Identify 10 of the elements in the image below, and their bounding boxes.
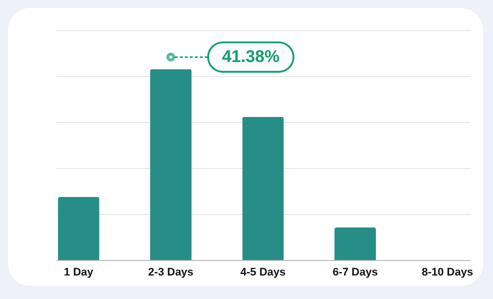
text: 41.38% bbox=[222, 47, 280, 66]
x-tick-label: 8-10 Days bbox=[422, 266, 474, 278]
bar bbox=[150, 69, 192, 260]
x-tick-label: 6-7 Days bbox=[332, 266, 378, 278]
x-tick-label: 2-3 Days bbox=[148, 266, 194, 278]
x-tick-label: 1 Day bbox=[64, 266, 94, 278]
bar bbox=[334, 228, 376, 260]
bar bbox=[58, 197, 100, 260]
bar bbox=[242, 116, 284, 260]
x-tick-label: 4-5 Days bbox=[240, 266, 286, 278]
